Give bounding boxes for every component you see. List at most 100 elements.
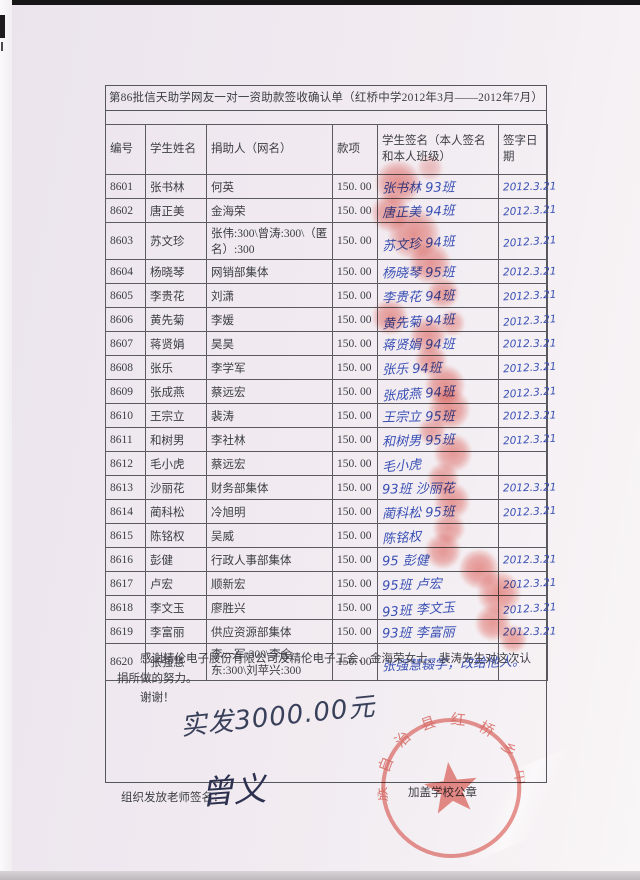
cell-student-id: 8619 — [105, 619, 146, 644]
handwritten-signature: 黄先菊 94班 — [381, 312, 456, 333]
cell-donor-name: 蔡远宏 — [206, 379, 333, 404]
cell-student-id: 8602 — [105, 198, 146, 223]
cell-donor-name: 昊昊 — [206, 331, 333, 356]
cell-amount: 150. 00 — [332, 198, 378, 223]
cell-student-signature: 杨晓琴 95班 — [377, 259, 499, 284]
cell-student-signature: 陈铭权 — [377, 523, 499, 548]
cell-student-id: 8614 — [105, 499, 146, 524]
cell-student-id: 8604 — [105, 259, 146, 284]
cell-donor-name: 财务部集体 — [206, 475, 333, 500]
handwritten-signature: 93班 李富丽 — [381, 625, 455, 642]
cell-donor-name: 行政人事部集体 — [206, 547, 333, 572]
cell-amount: 150. 00 — [332, 547, 378, 572]
table-row: 8620 张强慧 李一军:300\李金东:300\刘苹兴:300 150. 00… — [105, 643, 548, 681]
table-row: 8608 张乐 李学军 150. 00 张乐 94班 2012.3.21 — [105, 355, 557, 380]
cell-sign-date — [498, 523, 548, 548]
cell-student-signature: 93班 沙丽花 — [377, 475, 499, 500]
handwritten-date: 2012.3.21 — [502, 337, 557, 350]
scan-artifact-mark — [0, 15, 5, 38]
cell-sign-date: 2012.3.21 — [498, 198, 557, 223]
handwritten-signature: 苏文珍 94班 — [381, 233, 456, 255]
cell-student-id: 8607 — [105, 331, 146, 356]
handwritten-signature: 毛小虎 — [381, 457, 422, 476]
cell-student-signature: 张成燕 94班 — [377, 379, 499, 405]
cell-student-id: 8609 — [105, 379, 146, 404]
seal-star-icon — [424, 762, 477, 814]
table-row: 8614 蔺科松 冷旭明 150. 00 蔺科松 95班 2012.3.21 — [105, 499, 557, 524]
cell-student-name: 蔺科松 — [145, 499, 207, 524]
table-row: 8606 黄先菊 李媛 150. 00 黄先菊 94班 2012.3.21 — [105, 307, 557, 333]
handwritten-date: 2012.3.21 — [502, 504, 557, 519]
cell-amount: 150. 00 — [332, 619, 378, 644]
table-row: 8605 李贵花 刘潇 150. 00 李贵花 94班 2012.3.21 — [105, 283, 557, 308]
cell-student-name: 黄先菊 — [145, 307, 207, 332]
cell-student-name: 张乐 — [145, 355, 207, 380]
handwritten-signature: 张书林 93班 — [381, 180, 455, 197]
cell-amount: 150. 00 — [332, 595, 378, 620]
handwritten-date: 2012.3.21 — [502, 432, 557, 447]
cell-amount: 150. 00 — [332, 643, 378, 681]
handwritten-signature: 陈铭权 — [381, 529, 422, 548]
cell-student-id: 8612 — [105, 451, 146, 476]
cell-student-name: 彭健 — [145, 547, 207, 572]
cell-sign-date: 2012.3.21 — [498, 403, 557, 428]
table-row: 8613 沙丽花 财务部集体 150. 00 93班 沙丽花 2012.3.21 — [105, 475, 557, 500]
handwritten-date: 2012.3.21 — [502, 234, 557, 250]
cell-sign-date: 2012.3.21 — [498, 499, 557, 524]
cell-donor-name: 廖胜兴 — [206, 595, 333, 620]
handwritten-signature: 93班 沙丽花 — [381, 481, 455, 498]
cell-donor-name: 顺新宏 — [206, 571, 333, 596]
thanks-text2: 谢谢！ — [140, 692, 175, 705]
table-row: 8612 毛小虎 蔡远宏 150. 00 毛小虎 — [105, 451, 548, 476]
cell-donor-name: 蔡远宏 — [206, 451, 333, 476]
cell-student-signature: 95 彭健 — [377, 547, 499, 572]
handwritten-date: 2012.3.21 — [502, 409, 557, 422]
table-header-row: 编号 学生姓名 捐助人（网名） 款项 学生签名（本人签名和本人班级） 签字日期 — [105, 124, 548, 175]
handwritten-signature: 蔺科松 95班 — [381, 504, 455, 523]
handwritten-signature: 95班 卢宏 — [381, 576, 443, 595]
cell-donor-name: 李媛 — [206, 307, 333, 332]
header-donor-name: 捐助人（网名） — [206, 124, 333, 175]
cell-sign-date: 2012.3.21 — [498, 475, 557, 500]
cell-sign-date: 2012.3.21 — [498, 355, 557, 380]
scan-artifact-mark — [1, 42, 3, 51]
cell-student-name: 王宗立 — [145, 403, 207, 428]
cell-student-name: 陈铭权 — [145, 523, 207, 548]
cell-sign-date: 2012.3.21 — [498, 547, 557, 572]
cell-donor-name: 金海荣 — [206, 198, 333, 223]
cell-student-id: 8620 — [105, 643, 146, 681]
cell-sign-date: 2012.3.21 — [498, 222, 557, 260]
cell-student-signature: 蒋贤娟 94班 — [377, 331, 499, 356]
cell-amount: 150. 00 — [332, 523, 378, 548]
thanks-note: 感谢精伦电子股份有限公司及精伦电子工会、金海荣女士、裴涛先生对这次认捐所做的努力… — [117, 650, 541, 709]
cell-student-id: 8608 — [105, 355, 146, 380]
handwritten-signature: 王宗立 95班 — [381, 409, 455, 426]
handwritten-signature: 蒋贤娟 94班 — [381, 337, 455, 354]
cell-sign-date: 2012.3.21 — [498, 307, 557, 332]
cell-student-id: 8615 — [105, 523, 146, 548]
cell-donor-name: 网销部集体 — [206, 259, 333, 284]
cell-amount: 150. 00 — [332, 379, 378, 404]
header-student-id: 编号 — [105, 124, 146, 175]
cell-student-name: 李文玉 — [145, 595, 207, 620]
handwritten-date: 2012.3.21 — [502, 576, 557, 591]
cell-student-signature: 王宗立 95班 — [377, 403, 499, 428]
cell-sign-date: 2012.3.21 — [498, 331, 557, 356]
handwritten-date: 2012.3.21 — [502, 203, 557, 218]
handwritten-signature: 和树男 95班 — [381, 432, 455, 451]
handwritten-signature: 杨晓琴 95班 — [381, 265, 455, 282]
cell-student-name: 李富丽 — [145, 619, 207, 644]
cell-amount: 150. 00 — [332, 499, 378, 524]
cell-student-name: 张强慧 — [145, 643, 207, 681]
header-amount: 款项 — [332, 124, 378, 175]
cell-student-id: 8606 — [105, 307, 146, 332]
cell-donor-name: 刘潇 — [206, 283, 333, 308]
cell-student-signature: 张乐 94班 — [377, 355, 499, 380]
seal-ring — [381, 717, 522, 858]
cell-amount: 150. 00 — [332, 283, 378, 308]
thanks-text: 感谢精伦电子股份有限公司及精伦电子工会、金海荣女士、裴涛先生对这次认捐所做的努力… — [117, 653, 531, 685]
cell-donor-name: 吴威 — [206, 523, 333, 548]
handwritten-signature: 95 彭健 — [381, 553, 429, 570]
cell-amount: 150. 00 — [332, 174, 378, 199]
